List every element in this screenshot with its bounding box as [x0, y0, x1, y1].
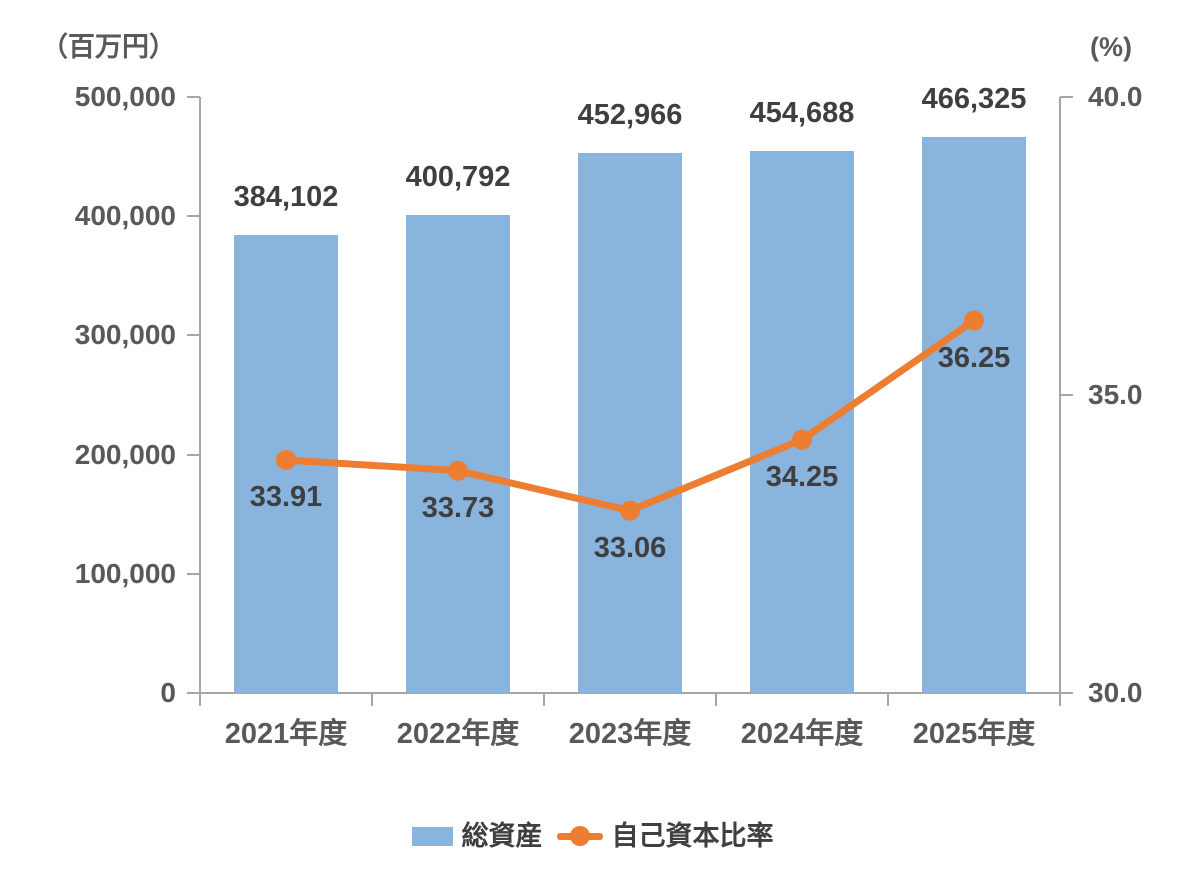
right-y-axis-line	[1059, 97, 1061, 706]
x-axis-category-label: 2023年度	[568, 718, 692, 750]
right-axis-tick-mark	[1060, 692, 1073, 694]
left-axis-tick-mark	[187, 692, 200, 694]
point-value-label: 33.91	[249, 480, 323, 513]
legend-label-equity-ratio: 自己資本比率	[611, 821, 774, 851]
x-axis-category-label: 2025年度	[912, 718, 1036, 750]
bar	[750, 151, 854, 693]
point-value-label: 33.06	[593, 531, 667, 564]
left-axis-tick-label: 500,000	[74, 81, 176, 112]
left-axis-tick-label: 400,000	[74, 200, 176, 232]
point-value-label: 33.73	[421, 491, 495, 524]
line-marker	[448, 460, 468, 481]
right-axis-tick-mark	[1060, 394, 1073, 396]
right-axis-tick-label: 30.0	[1088, 677, 1143, 708]
x-axis-tick-mark	[715, 693, 717, 706]
left-axis-tick-mark	[187, 96, 200, 98]
bar-value-label: 384,102	[233, 181, 339, 214]
bar	[922, 137, 1026, 693]
left-axis-tick-mark	[187, 334, 200, 337]
x-axis-tick-mark	[543, 693, 545, 706]
x-axis-category-label: 2024年度	[740, 718, 864, 750]
point-value-label: 36.25	[937, 341, 1011, 374]
bar	[406, 215, 510, 693]
right-axis-tick-label: 35.0	[1088, 379, 1143, 410]
x-axis-category-label: 2021年度	[224, 718, 348, 750]
line-marker	[964, 310, 984, 331]
line-series-marker-icon	[556, 825, 603, 847]
x-axis-tick-mark	[1059, 693, 1061, 706]
legend-label-total-assets: 総資産	[461, 821, 543, 851]
bar-series-swatch-icon	[411, 826, 453, 846]
x-axis-line	[187, 692, 1073, 694]
right-axis-title: (%)	[1090, 32, 1132, 62]
left-axis-title: （百万円）	[41, 32, 176, 62]
left-axis-tick-mark	[187, 215, 200, 218]
left-y-axis-line	[199, 97, 201, 706]
x-axis-tick-mark	[199, 693, 201, 706]
line-marker	[620, 500, 640, 521]
right-axis-tick-mark	[1060, 96, 1073, 98]
right-axis-tick-label: 40.0	[1088, 81, 1143, 112]
legend: 総資産 自己資本比率	[0, 818, 1185, 854]
left-axis-tick-label: 100,000	[74, 557, 176, 589]
bar-value-label: 400,792	[405, 161, 511, 194]
left-axis-tick-label: 300,000	[74, 319, 176, 351]
left-axis-tick-label: 0	[160, 677, 176, 708]
x-axis-category-label: 2022年度	[396, 718, 520, 750]
left-axis-tick-mark	[187, 572, 200, 575]
line-marker	[792, 429, 812, 450]
x-axis-tick-mark	[887, 693, 889, 706]
legend-item-total-assets: 総資産	[411, 819, 543, 853]
left-axis-tick-mark	[187, 453, 200, 456]
legend-item-equity-ratio: 自己資本比率	[556, 819, 774, 853]
x-axis-tick-mark	[371, 693, 373, 706]
point-value-label: 34.25	[765, 460, 839, 493]
bar-value-label: 466,325	[921, 83, 1027, 116]
line-marker	[276, 449, 296, 470]
bar-value-label: 454,688	[749, 97, 855, 129]
left-axis-tick-label: 200,000	[74, 438, 176, 470]
legend-dot-icon	[569, 826, 590, 846]
bar-value-label: 452,966	[577, 99, 683, 132]
bar	[578, 153, 682, 693]
